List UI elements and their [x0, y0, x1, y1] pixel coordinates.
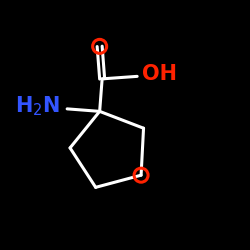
- Text: H$_2$N: H$_2$N: [14, 94, 60, 118]
- Text: OH: OH: [142, 64, 177, 84]
